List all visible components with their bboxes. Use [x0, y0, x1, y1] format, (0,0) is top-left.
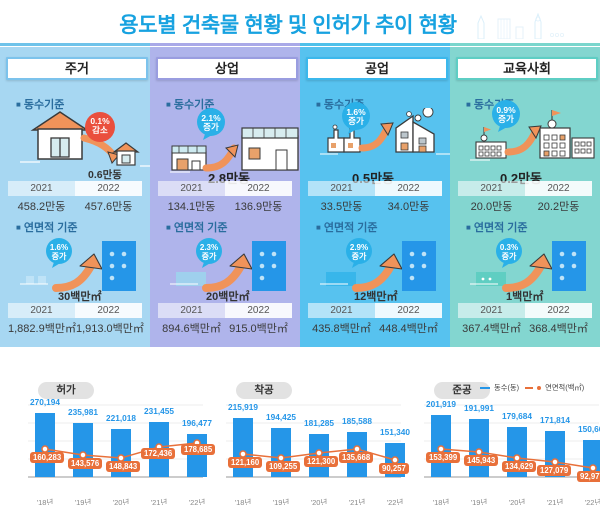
- svg-text:2.3%: 2.3%: [200, 243, 218, 252]
- svg-text:감소: 감소: [92, 125, 108, 135]
- svg-text:증가: 증가: [52, 251, 67, 261]
- svg-text:증가: 증가: [502, 251, 517, 261]
- svg-text:증가: 증가: [498, 114, 514, 124]
- svg-text:1.6%: 1.6%: [50, 243, 68, 252]
- svg-text:증가: 증가: [203, 122, 219, 132]
- svg-text:증가: 증가: [348, 116, 364, 126]
- svg-text:0.3%: 0.3%: [500, 243, 518, 252]
- svg-text:2.9%: 2.9%: [350, 243, 368, 252]
- svg-text:증가: 증가: [202, 251, 217, 261]
- svg-text:증가: 증가: [352, 251, 367, 261]
